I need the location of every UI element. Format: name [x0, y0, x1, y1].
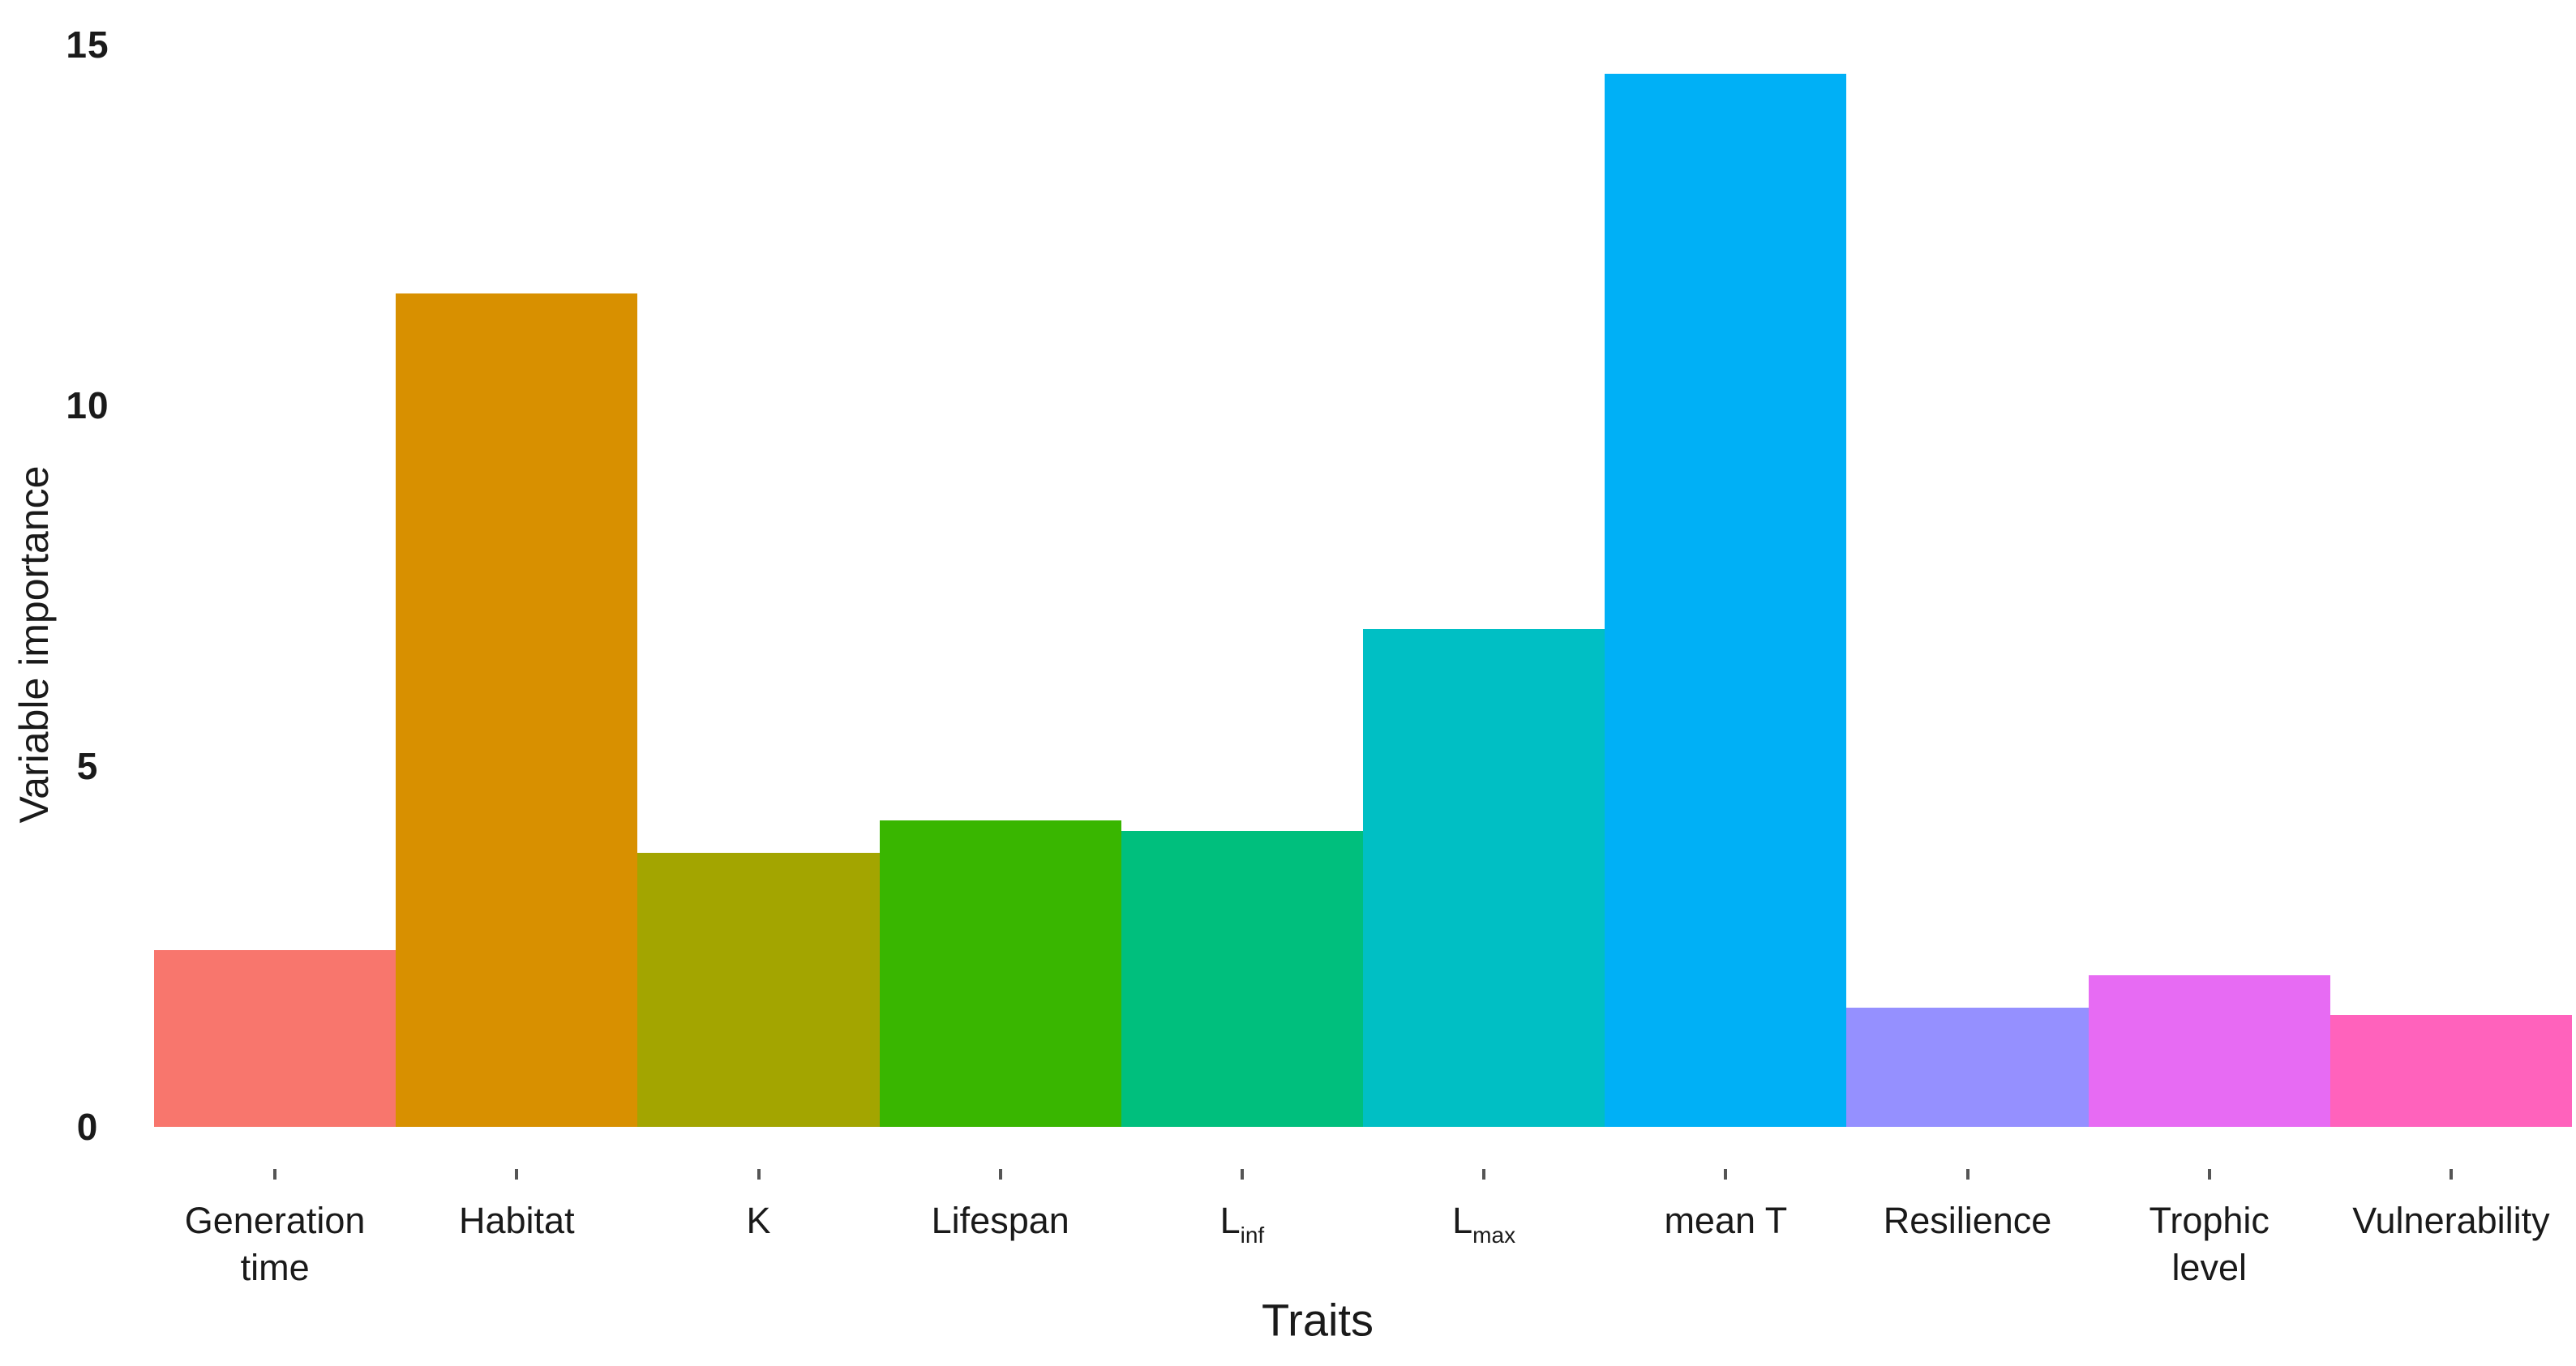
y-tick-label-10: 10: [66, 384, 109, 426]
x-label-l-max: Lmax: [1363, 1169, 1605, 1291]
y-tick-label-5: 5: [76, 745, 99, 787]
x-tick-mark: [2449, 1169, 2453, 1180]
x-tick-mark: [1240, 1169, 1244, 1180]
x-tick-mark: [515, 1169, 519, 1180]
bar-generation-time: [154, 949, 396, 1127]
x-label-l-inf: Linf: [1121, 1169, 1363, 1291]
bar-l-max: [1363, 628, 1605, 1127]
bar-lifespan: [879, 820, 1121, 1127]
x-tick-mark: [1965, 1169, 1970, 1180]
x-label-resilience: Resilience: [1846, 1169, 2088, 1291]
x-label-vulnerability: Vulnerability: [2330, 1169, 2572, 1291]
x-tick-mark: [1724, 1169, 1728, 1180]
bar-vulnerability: [2330, 1015, 2573, 1127]
y-axis-title: Variable importance: [11, 465, 57, 824]
x-label-k: K: [637, 1169, 879, 1291]
bar-resilience: [1846, 1008, 2089, 1127]
x-label-lifespan: Lifespan: [880, 1169, 1121, 1291]
bar-l-inf: [1121, 831, 1364, 1127]
bar-habitat: [396, 293, 638, 1127]
bar-trophic-level: [2088, 975, 2330, 1127]
x-tick-mark: [273, 1169, 277, 1180]
y-tick-label-0: 0: [76, 1106, 99, 1148]
x-tick-mark: [998, 1169, 1002, 1180]
plot-area: [154, 0, 2573, 1127]
x-label-mean-t: mean T: [1605, 1169, 1846, 1291]
bar-k: [637, 852, 880, 1127]
x-label-generation-time: Generation time: [154, 1169, 396, 1291]
x-label-habitat: Habitat: [396, 1169, 637, 1291]
x-axis-labels: Generation time Habitat K Lifespan Linf Lmax me…: [154, 1169, 2572, 1291]
x-tick-mark: [757, 1169, 761, 1180]
y-tick-label-15: 15: [66, 24, 109, 66]
bar-mean-t: [1605, 73, 1847, 1127]
x-axis-title: Traits: [1262, 1294, 1374, 1346]
x-label-trophic-level: Trophic level: [2089, 1169, 2330, 1291]
x-tick-mark: [1482, 1169, 1486, 1180]
x-tick-mark: [2207, 1169, 2211, 1180]
